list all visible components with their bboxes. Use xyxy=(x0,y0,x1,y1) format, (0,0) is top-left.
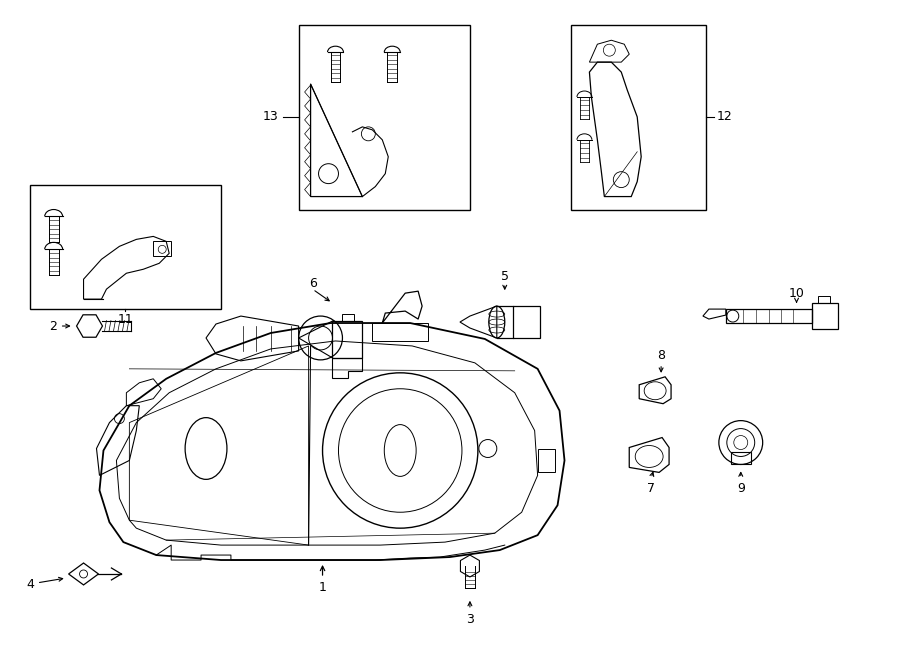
Text: 11: 11 xyxy=(118,313,133,326)
Text: 8: 8 xyxy=(657,350,665,362)
Bar xyxy=(731,453,751,465)
Text: 7: 7 xyxy=(647,482,655,495)
Text: 13: 13 xyxy=(263,110,279,124)
Text: 6: 6 xyxy=(309,277,317,290)
Text: 1: 1 xyxy=(319,582,327,594)
Bar xyxy=(818,296,831,303)
Bar xyxy=(299,25,470,210)
Text: 5: 5 xyxy=(500,270,508,283)
Bar xyxy=(153,241,171,256)
Text: 9: 9 xyxy=(737,482,744,495)
Bar xyxy=(343,314,355,321)
Text: 12: 12 xyxy=(717,110,733,124)
Text: 2: 2 xyxy=(49,319,57,332)
Text: 3: 3 xyxy=(466,613,474,626)
Bar xyxy=(30,184,221,309)
Text: 4: 4 xyxy=(26,578,34,592)
Bar xyxy=(572,25,706,210)
Text: 10: 10 xyxy=(788,287,805,299)
